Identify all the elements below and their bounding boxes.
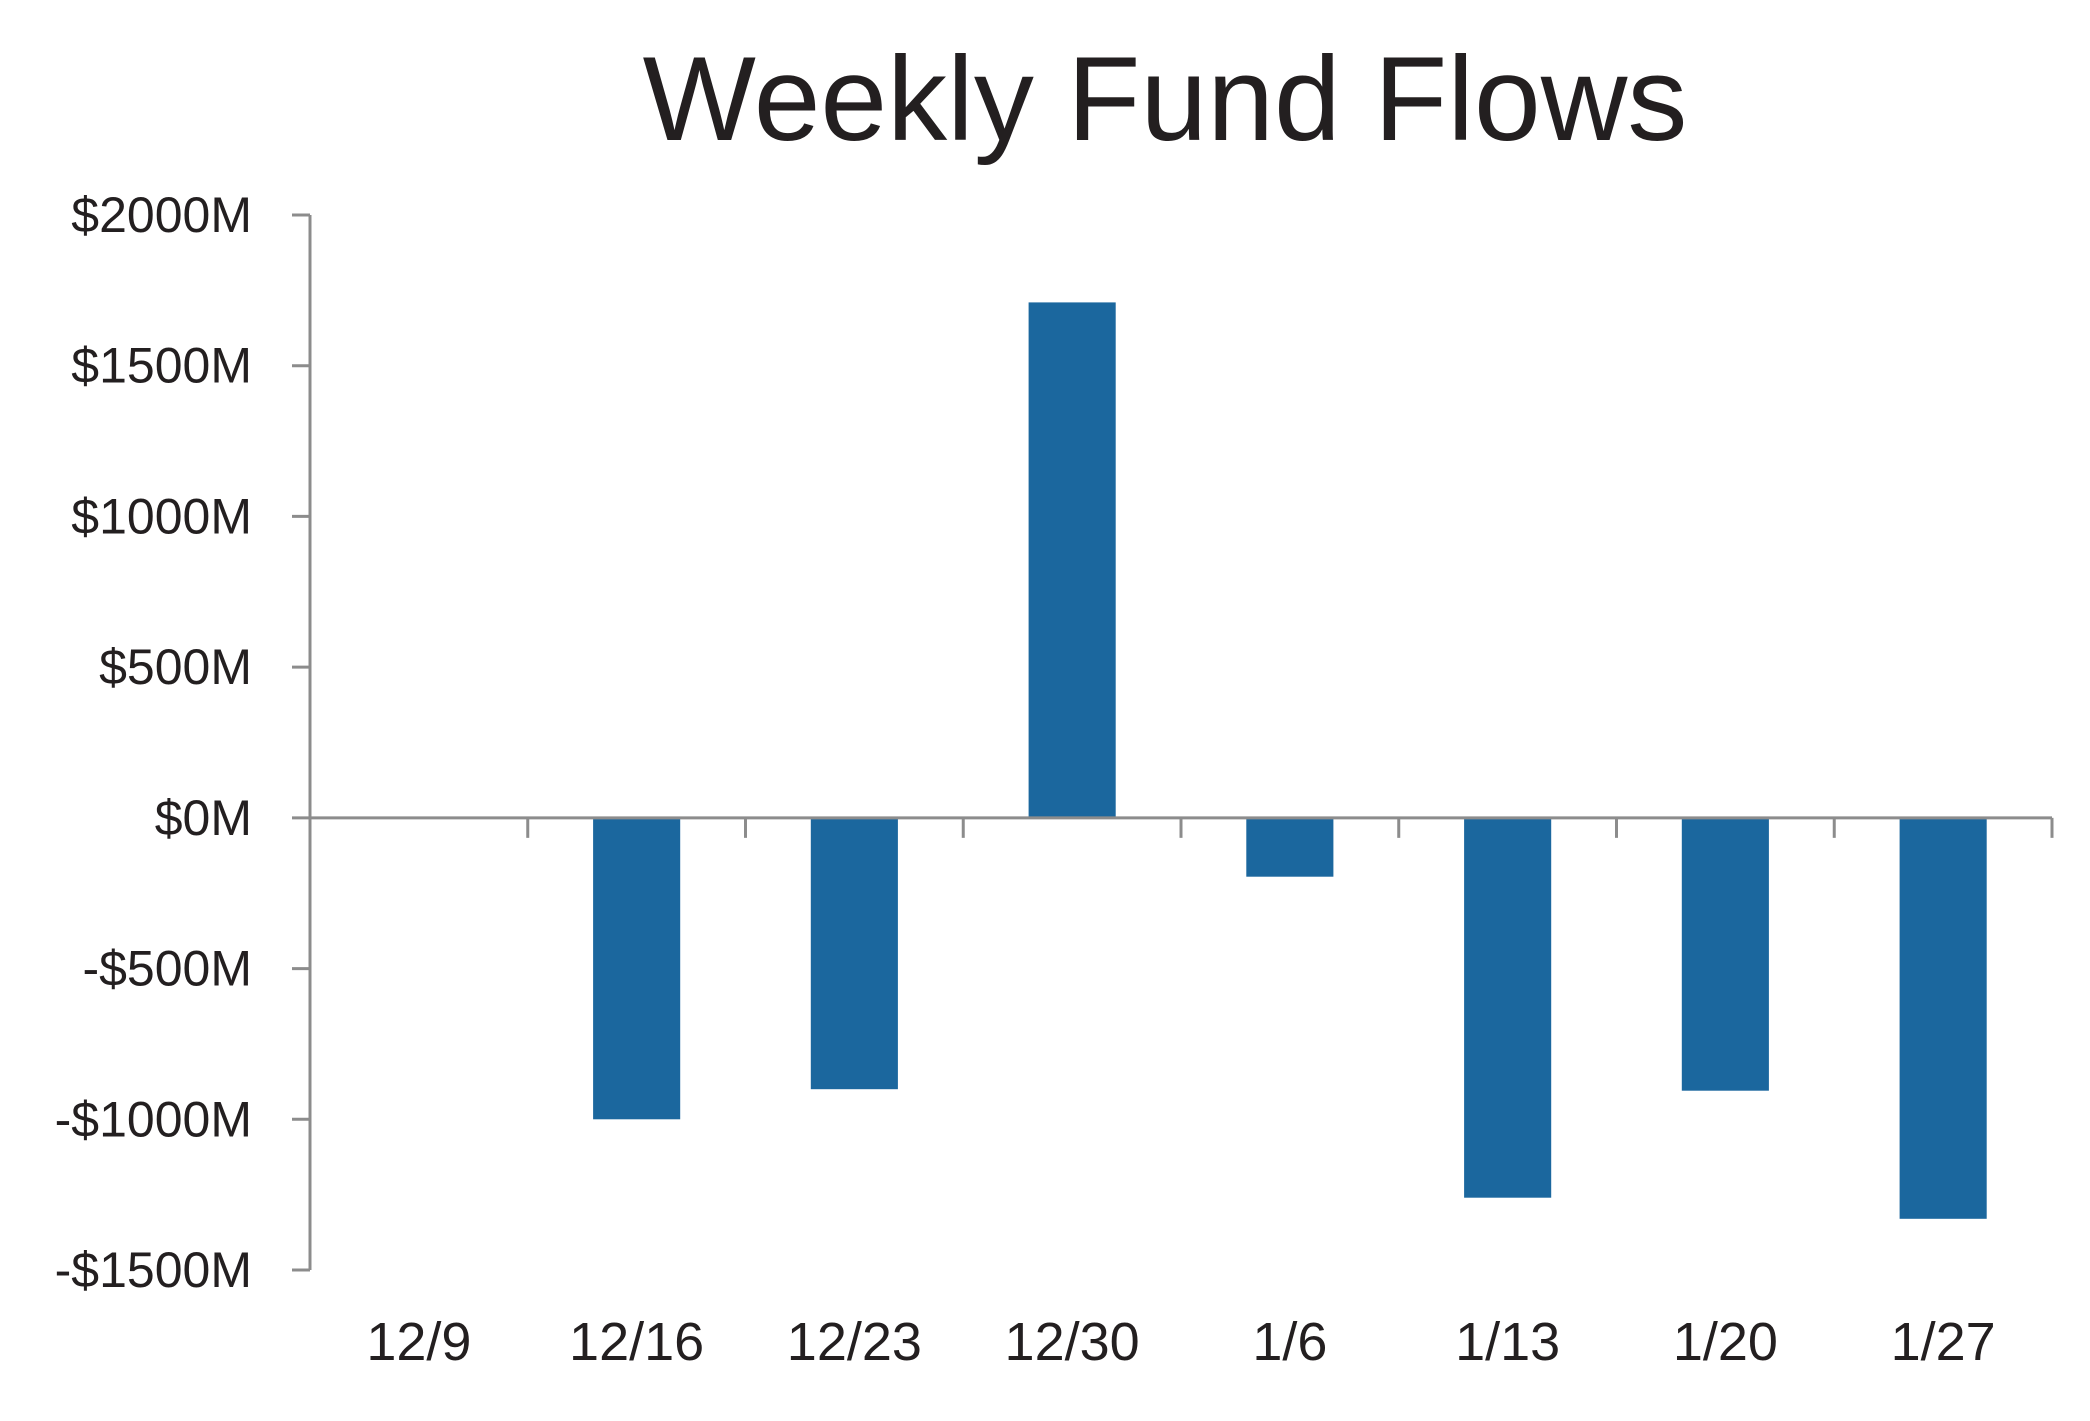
bar-1-20 bbox=[1681, 817, 1769, 1091]
y-tick-label: $2000M bbox=[71, 187, 252, 243]
chart-title: Weekly Fund Flows bbox=[643, 32, 1688, 166]
bars bbox=[593, 302, 1987, 1219]
y-tick-label: $1000M bbox=[71, 488, 252, 544]
bar-1-6 bbox=[1246, 817, 1334, 877]
x-tick-label: 1/20 bbox=[1673, 1312, 1778, 1372]
y-axis-ticks: $2000M $1500M $1000M $500M $0M -$500M -$1000M -… bbox=[55, 187, 310, 1298]
axes bbox=[308, 215, 2052, 1270]
x-tick-label: 12/9 bbox=[366, 1312, 471, 1372]
bar-12-23 bbox=[810, 817, 898, 1090]
x-tick-label: 1/6 bbox=[1252, 1312, 1327, 1372]
x-tick-label: 12/16 bbox=[569, 1312, 704, 1372]
y-tick-label: -$500M bbox=[82, 941, 252, 997]
bar-12-16 bbox=[593, 817, 681, 1120]
y-tick-label: $1500M bbox=[71, 338, 252, 394]
x-tick-label: 12/23 bbox=[787, 1312, 922, 1372]
y-tick-label: $500M bbox=[99, 639, 252, 695]
bar-1-27 bbox=[1899, 817, 1987, 1219]
x-tick-label: 1/27 bbox=[1891, 1312, 1996, 1372]
y-tick-label: -$1000M bbox=[55, 1091, 252, 1147]
x-tick-label: 12/30 bbox=[1005, 1312, 1140, 1372]
bar-12-30 bbox=[1028, 302, 1116, 818]
x-tick-label: 1/13 bbox=[1455, 1312, 1560, 1372]
x-axis-ticks: 12/9 12/16 12/23 12/30 1/6 1/13 1/20 1/27 bbox=[366, 817, 2054, 1372]
y-tick-label: $0M bbox=[155, 790, 252, 846]
bar-1-13 bbox=[1464, 817, 1552, 1198]
y-tick-label: -$1500M bbox=[55, 1242, 252, 1298]
